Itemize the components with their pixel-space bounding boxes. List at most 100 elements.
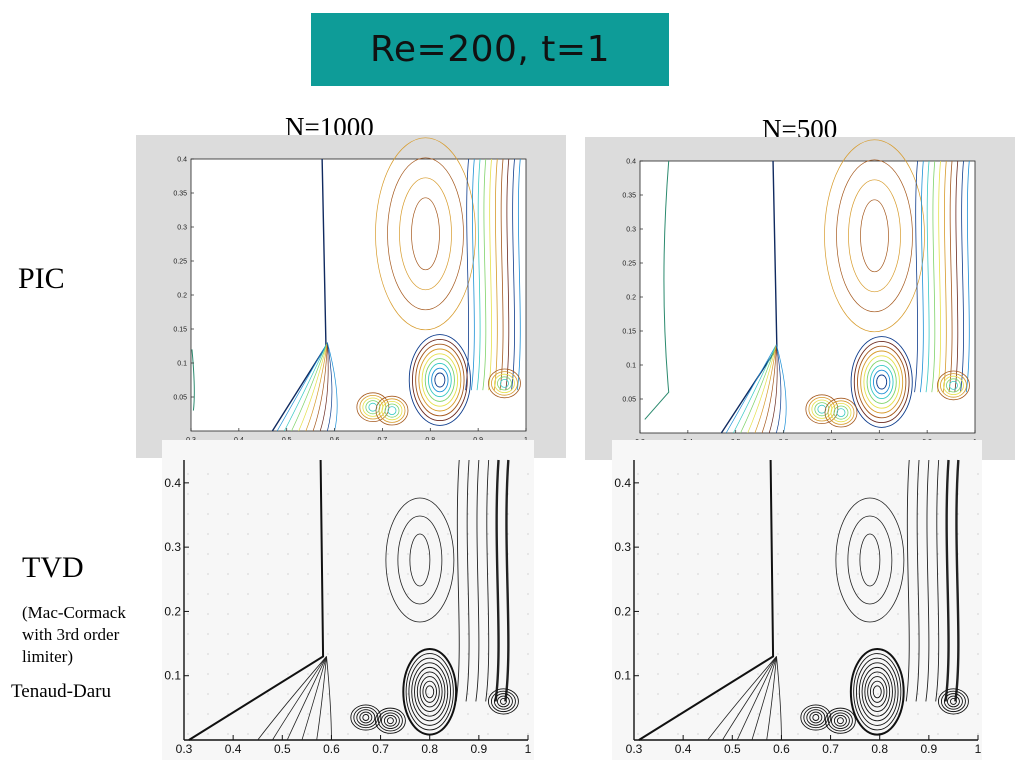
vortex-contour: [873, 369, 891, 395]
shock-line: [638, 459, 775, 741]
credit-tenaud-daru: Tenaud-Daru: [11, 681, 111, 702]
x-tick-label: 1: [975, 742, 982, 756]
contour-line: [776, 344, 787, 434]
contour-line: [375, 137, 476, 331]
contour-line: [948, 160, 953, 393]
vortex-contour: [377, 710, 403, 732]
contour-line: [915, 459, 920, 702]
vortex-contour: [866, 360, 897, 404]
vortex-contour: [386, 717, 394, 725]
contour-line: [276, 342, 328, 432]
vortex-contour: [434, 372, 446, 388]
contour-line: [722, 656, 777, 741]
contour-line: [482, 158, 487, 391]
vortex-contour: [405, 653, 454, 731]
x-tick-label: 0.9: [471, 742, 488, 756]
tvd-plot-n1000: 0.3 0.4 0.5 0.6 0.7 0.8 0.9 1 0.1 0.2 0.3 0.4: [162, 440, 534, 760]
contour-line: [919, 160, 924, 393]
tvd-note-line-1: (Mac-Cormack: [22, 603, 126, 622]
x-tick-label: 0.8: [871, 742, 888, 756]
vortex-contour: [800, 704, 832, 731]
vortex-contour: [359, 711, 373, 724]
y-tick-label: 0.15: [622, 329, 636, 336]
contour-line: [387, 157, 464, 311]
vortex-contour: [488, 368, 521, 399]
y-tick-label: 0.35: [622, 193, 636, 200]
vortex-contour: [937, 688, 969, 715]
contour-line: [465, 158, 470, 391]
contour-line: [257, 656, 327, 741]
y-tick-label: 0.2: [177, 293, 187, 300]
y-tick-label: 0.3: [164, 540, 181, 554]
slide-title: Re=200, t=1: [370, 29, 610, 70]
y-tick-label: 0.05: [622, 397, 636, 404]
vortex-contour: [827, 710, 853, 732]
vortex-contour: [833, 714, 847, 727]
vortex-contour: [497, 376, 512, 391]
vortex-contour: [425, 685, 435, 699]
contour-line: [516, 158, 521, 391]
vortex-contour: [824, 397, 858, 428]
contour-line: [505, 158, 510, 391]
y-tick-label: 0.4: [626, 159, 636, 166]
x-tick-label: 0.6: [323, 742, 340, 756]
vortex-contour: [415, 343, 465, 417]
contour-line: [776, 344, 782, 434]
y-tick-label: 0.3: [626, 227, 636, 234]
vortex-contour: [860, 350, 904, 414]
plot-area: [190, 158, 527, 432]
contour-line: [470, 158, 475, 391]
x-tick-label: 0.8: [421, 742, 438, 756]
contour-line: [326, 656, 332, 741]
y-tick-label: 0.05: [173, 395, 187, 402]
pic-plot-n1000: 0.30.40.50.60.70.80.910.050.10.150.20.25…: [136, 135, 566, 458]
vortex-contour: [830, 712, 850, 729]
vortex-contour: [946, 378, 961, 393]
vortex-contour: [374, 707, 406, 734]
y-tick-label: 0.4: [177, 157, 187, 164]
pic-contour-figure-n500: 0.30.40.50.60.70.80.910.050.10.150.20.25…: [622, 139, 977, 446]
y-tick-label: 0.4: [164, 476, 181, 490]
contour-line: [455, 459, 460, 702]
contour-line: [707, 656, 777, 741]
tvd-method-note: (Mac-Cormack with 3rd order limiter): [22, 602, 126, 668]
x-tick-label: 0.5: [274, 742, 291, 756]
tvd-contour-figure-n1000: 0.3 0.4 0.5 0.6 0.7 0.8 0.9 1 0.1 0.2 0.3 0.4: [164, 459, 532, 756]
vortex-contour: [937, 370, 970, 401]
contour-line: [751, 656, 777, 741]
contour-line: [291, 342, 328, 432]
contour-line: [316, 656, 327, 741]
vortex-contour: [949, 698, 957, 705]
vortex-contour: [853, 653, 902, 731]
contour-line: [504, 459, 510, 702]
vortex-contour: [418, 348, 462, 412]
vortex-contour: [849, 648, 905, 736]
contour-line: [766, 656, 777, 741]
contour-line: [954, 160, 959, 393]
contour-line: [499, 158, 504, 391]
contour-line: [327, 342, 338, 432]
contour-line: [493, 158, 498, 391]
y-tick-label: 0.25: [173, 259, 187, 266]
x-tick-label: 0.4: [675, 742, 692, 756]
x-tick-label: 0.5: [724, 742, 741, 756]
vortex-contour: [428, 362, 452, 398]
vortex-contour: [421, 353, 459, 407]
vortex-contour: [424, 358, 455, 402]
contour-line: [954, 459, 960, 702]
vortex-contour: [408, 657, 451, 726]
vortex-contour: [368, 402, 378, 412]
y-tick-label: 0.3: [614, 540, 631, 554]
vortex-contour: [496, 695, 510, 708]
tvd-note-line-3: limiter): [22, 647, 73, 666]
contour-line: [754, 344, 777, 434]
contour-line: [847, 515, 893, 605]
vortex-contour: [381, 401, 403, 421]
contour-line: [925, 160, 930, 393]
y-tick-label: 0.15: [173, 327, 187, 334]
vortex-contour: [353, 706, 379, 729]
vortex-contour: [943, 693, 963, 710]
contour-line: [485, 459, 490, 702]
contour-line: [272, 656, 327, 741]
vortex-contour: [869, 364, 894, 400]
